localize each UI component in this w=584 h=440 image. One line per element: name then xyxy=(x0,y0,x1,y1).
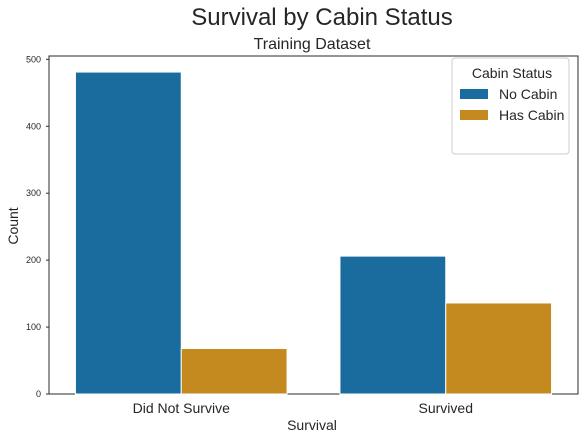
y-axis-label: Count xyxy=(5,207,21,244)
bar-no-cabin-did-not-survive xyxy=(74,71,182,395)
bars xyxy=(74,71,553,395)
x-axis-label: Survival xyxy=(287,417,337,433)
x-tick-label: Did Not Survive xyxy=(133,400,230,416)
y-tick-label: 500 xyxy=(26,54,41,64)
y-tick-label: 300 xyxy=(26,188,41,198)
y-tick-label: 100 xyxy=(26,322,41,332)
legend-title: Cabin Status xyxy=(472,65,552,81)
legend-swatch xyxy=(460,89,488,99)
x-tick-label: Survived xyxy=(419,400,473,416)
chart-suptitle: Survival by Cabin Status xyxy=(191,4,452,31)
y-axis-ticks: 0 100 200 300 400 500 xyxy=(26,54,49,399)
y-tick-label: 0 xyxy=(36,389,41,399)
legend-box xyxy=(451,57,570,155)
x-axis-ticks: Did Not Survive Survived xyxy=(133,400,473,416)
legend-swatch xyxy=(460,110,488,120)
chart-title: Training Dataset xyxy=(254,36,371,53)
legend-label: No Cabin xyxy=(499,86,557,102)
bar-has-cabin-survived xyxy=(445,302,553,395)
bar-has-cabin-did-not-survive xyxy=(180,347,288,395)
legend: Cabin Status No Cabin Has Cabin xyxy=(451,57,570,155)
y-tick-label: 400 xyxy=(26,121,41,131)
legend-items: No Cabin Has Cabin xyxy=(460,86,564,123)
y-tick-label: 200 xyxy=(26,255,41,265)
bar-no-cabin-survived xyxy=(339,255,447,395)
legend-label: Has Cabin xyxy=(499,107,564,123)
